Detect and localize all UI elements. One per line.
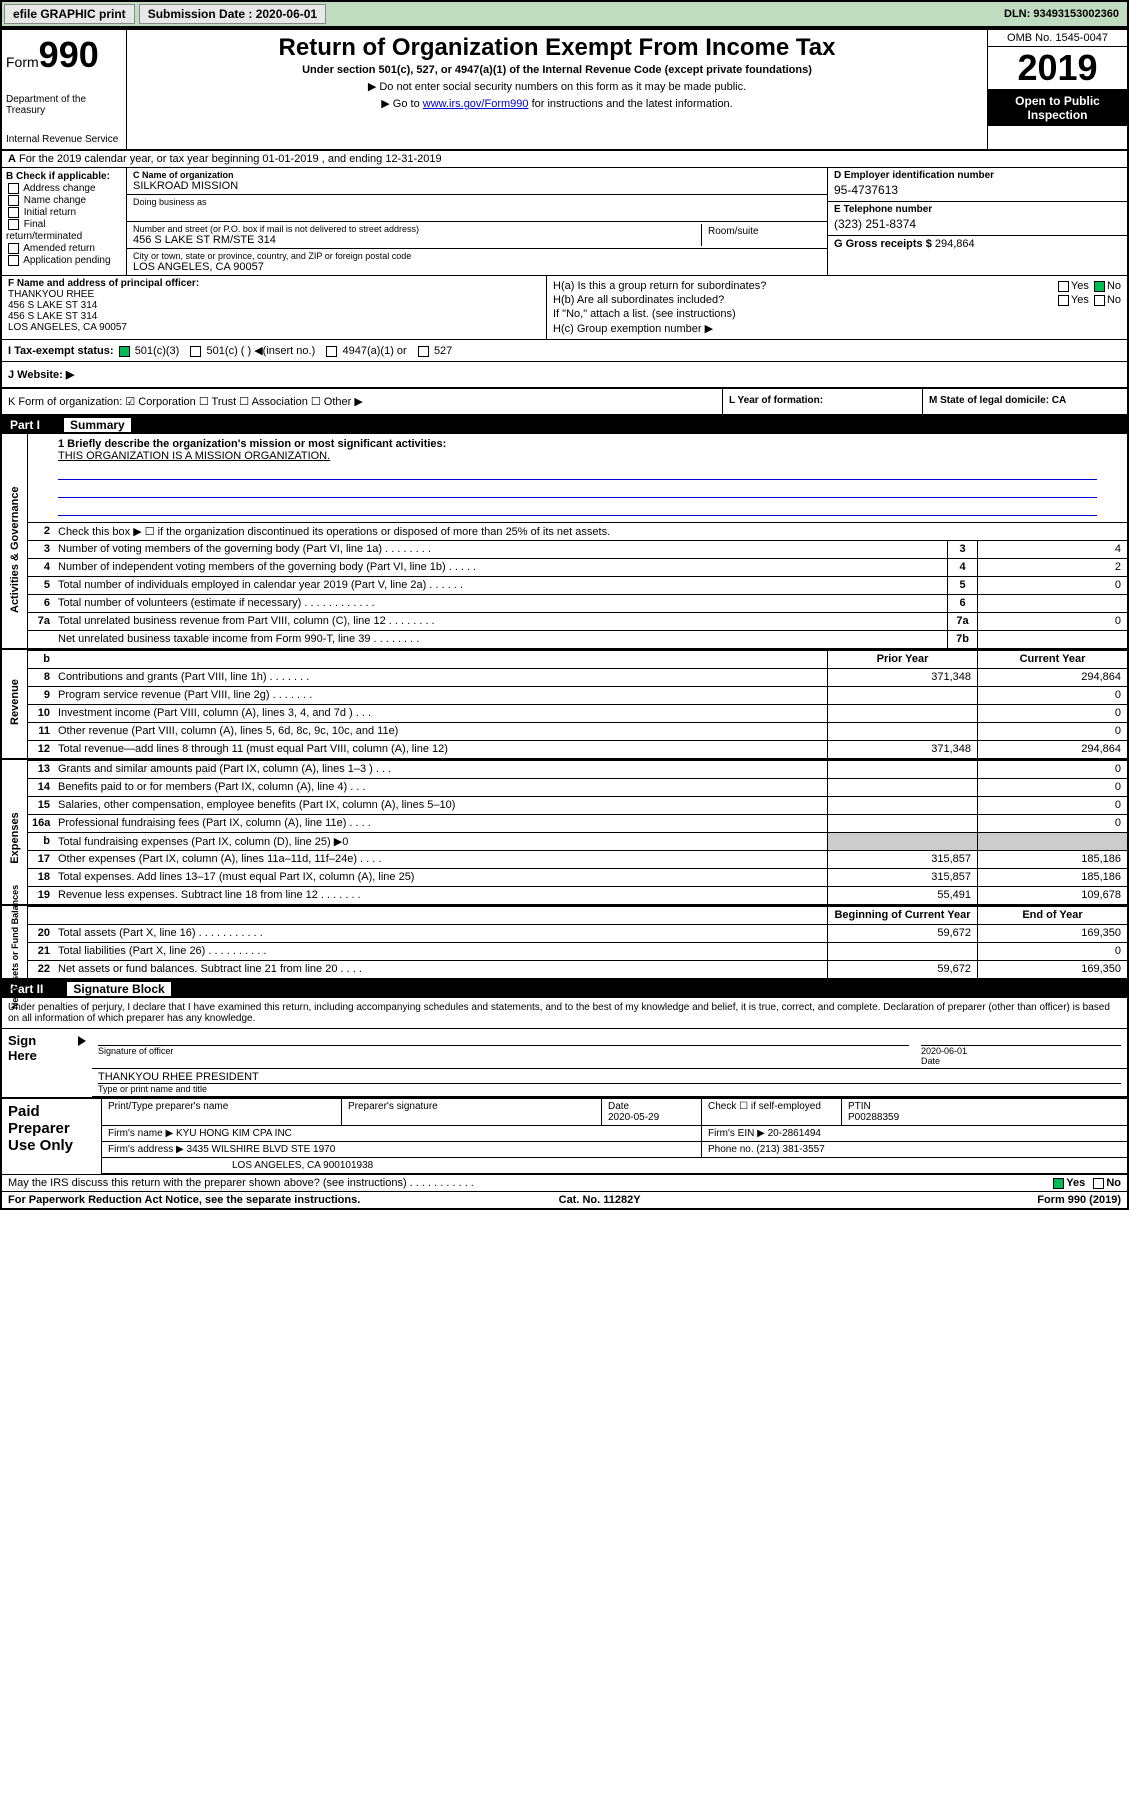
form-subtitle: Under section 501(c), 527, or 4947(a)(1)… <box>135 64 979 76</box>
table-row: 12Total revenue—add lines 8 through 11 (… <box>28 740 1127 758</box>
table-row: 22Net assets or fund balances. Subtract … <box>28 960 1127 978</box>
line-k: K Form of organization: ☑ Corporation ☐ … <box>2 389 722 414</box>
topbar: efile GRAPHIC print Submission Date : 20… <box>0 0 1129 28</box>
table-row: 8Contributions and grants (Part VIII, li… <box>28 668 1127 686</box>
block-f: F Name and address of principal officer:… <box>2 276 547 339</box>
table-row: 10Investment income (Part VIII, column (… <box>28 704 1127 722</box>
dept: Department of the Treasury <box>6 94 122 116</box>
table-row: 16aProfessional fundraising fees (Part I… <box>28 814 1127 832</box>
table-row: 7aTotal unrelated business revenue from … <box>28 612 1127 630</box>
mission-block: 1 Briefly describe the organization's mi… <box>28 434 1127 522</box>
omb: OMB No. 1545-0047 <box>988 30 1127 47</box>
phone: (323) 251-8374 <box>834 215 1121 233</box>
sign-here: Sign Here Signature of officer 2020-06-0… <box>2 1029 1127 1097</box>
org-name: SILKROAD MISSION <box>133 180 821 192</box>
arrow-icon <box>78 1036 86 1046</box>
prep-phone: (213) 381-3557 <box>756 1144 824 1155</box>
chk-addr: Address change <box>6 183 122 194</box>
efile-btn[interactable]: efile GRAPHIC print <box>4 4 135 24</box>
table-row: 18Total expenses. Add lines 13–17 (must … <box>28 868 1127 886</box>
discuss-row: May the IRS discuss this return with the… <box>2 1174 1127 1191</box>
chk-final: Final return/terminated <box>6 219 122 241</box>
irs-link[interactable]: www.irs.gov/Form990 <box>423 98 529 110</box>
line-a: A For the 2019 calendar year, or tax yea… <box>2 151 1127 168</box>
table-row: 21Total liabilities (Part X, line 26) . … <box>28 942 1127 960</box>
form-footer: For Paperwork Reduction Act Notice, see … <box>2 1191 1127 1208</box>
table-row: 3Number of voting members of the governi… <box>28 540 1127 558</box>
line-i: I Tax-exempt status: 501(c)(3) 501(c) ( … <box>2 340 1127 362</box>
penalty-text: Under penalties of perjury, I declare th… <box>2 998 1127 1029</box>
chk-initial: Initial return <box>6 207 122 218</box>
block-deg: D Employer identification number95-47376… <box>827 168 1127 275</box>
form-number: 990 <box>39 34 99 75</box>
line-j: J Website: ▶ <box>2 362 1127 389</box>
block-b: B Check if applicable: Address change Na… <box>2 168 127 275</box>
open-public: Open to Public Inspection <box>988 90 1127 126</box>
table-row: 5Total number of individuals employed in… <box>28 576 1127 594</box>
chk-amended: Amended return <box>6 243 122 254</box>
mission-text: THIS ORGANIZATION IS A MISSION ORGANIZAT… <box>58 450 1097 462</box>
form-container: Form990 Department of the Treasury Inter… <box>0 28 1129 1210</box>
table-row: 14Benefits paid to or for members (Part … <box>28 778 1127 796</box>
part2-header: Part IISignature Block <box>2 980 1127 998</box>
irs: Internal Revenue Service <box>6 134 122 145</box>
table-row: 9Program service revenue (Part VIII, lin… <box>28 686 1127 704</box>
side-revenue: Revenue <box>9 639 21 765</box>
note-ssn: ▶ Do not enter social security numbers o… <box>135 80 979 93</box>
officer-name: THANKYOU RHEE PRESIDENT <box>98 1071 1121 1084</box>
table-row: 11Other revenue (Part VIII, column (A), … <box>28 722 1127 740</box>
submission-date: Submission Date : 2020-06-01 <box>139 4 326 24</box>
table-row: 4Number of independent voting members of… <box>28 558 1127 576</box>
tax-year: 2019 <box>988 47 1127 90</box>
dln: DLN: 93493153002360 <box>996 6 1127 22</box>
table-row: 15Salaries, other compensation, employee… <box>28 796 1127 814</box>
form-header: Form990 Department of the Treasury Inter… <box>2 30 1127 151</box>
side-expenses: Expenses <box>9 775 21 901</box>
part1-header: Part ISummary <box>2 416 1127 434</box>
paid-preparer: Paid Preparer Use Only Print/Type prepar… <box>2 1097 1127 1174</box>
chk-name: Name change <box>6 195 122 206</box>
table-row: 13Grants and similar amounts paid (Part … <box>28 760 1127 778</box>
ptin: P00288359 <box>848 1112 899 1123</box>
ein: 95-4737613 <box>834 181 1121 199</box>
form-title: Return of Organization Exempt From Incom… <box>135 34 979 62</box>
block-h: H(a) Is this a group return for subordin… <box>547 276 1127 339</box>
line-m: M State of legal domicile: CA <box>922 389 1127 414</box>
table-row: Net unrelated business taxable income fr… <box>28 630 1127 648</box>
table-row: 17Other expenses (Part IX, column (A), l… <box>28 850 1127 868</box>
table-row: 6Total number of volunteers (estimate if… <box>28 594 1127 612</box>
block-c: C Name of organizationSILKROAD MISSION D… <box>127 168 827 275</box>
table-row: bTotal fundraising expenses (Part IX, co… <box>28 832 1127 850</box>
firm-name: KYU HONG KIM CPA INC <box>176 1128 292 1139</box>
line-l: L Year of formation: <box>722 389 922 414</box>
side-netassets: Net Assets or Fund Balances <box>10 884 20 1010</box>
side-governance: Activities & Governance <box>9 487 21 613</box>
form-label: Form <box>6 54 39 70</box>
org-addr: 456 S LAKE ST RM/STE 314 <box>133 234 701 246</box>
firm-ein: 20-2861494 <box>768 1128 821 1139</box>
org-city: LOS ANGELES, CA 90057 <box>133 261 821 273</box>
chk-pending: Application pending <box>6 255 122 266</box>
note-link: ▶ Go to www.irs.gov/Form990 for instruct… <box>135 97 979 110</box>
table-row: 20Total assets (Part X, line 16) . . . .… <box>28 924 1127 942</box>
table-row: 19Revenue less expenses. Subtract line 1… <box>28 886 1127 904</box>
gross-receipts: 294,864 <box>935 238 975 250</box>
